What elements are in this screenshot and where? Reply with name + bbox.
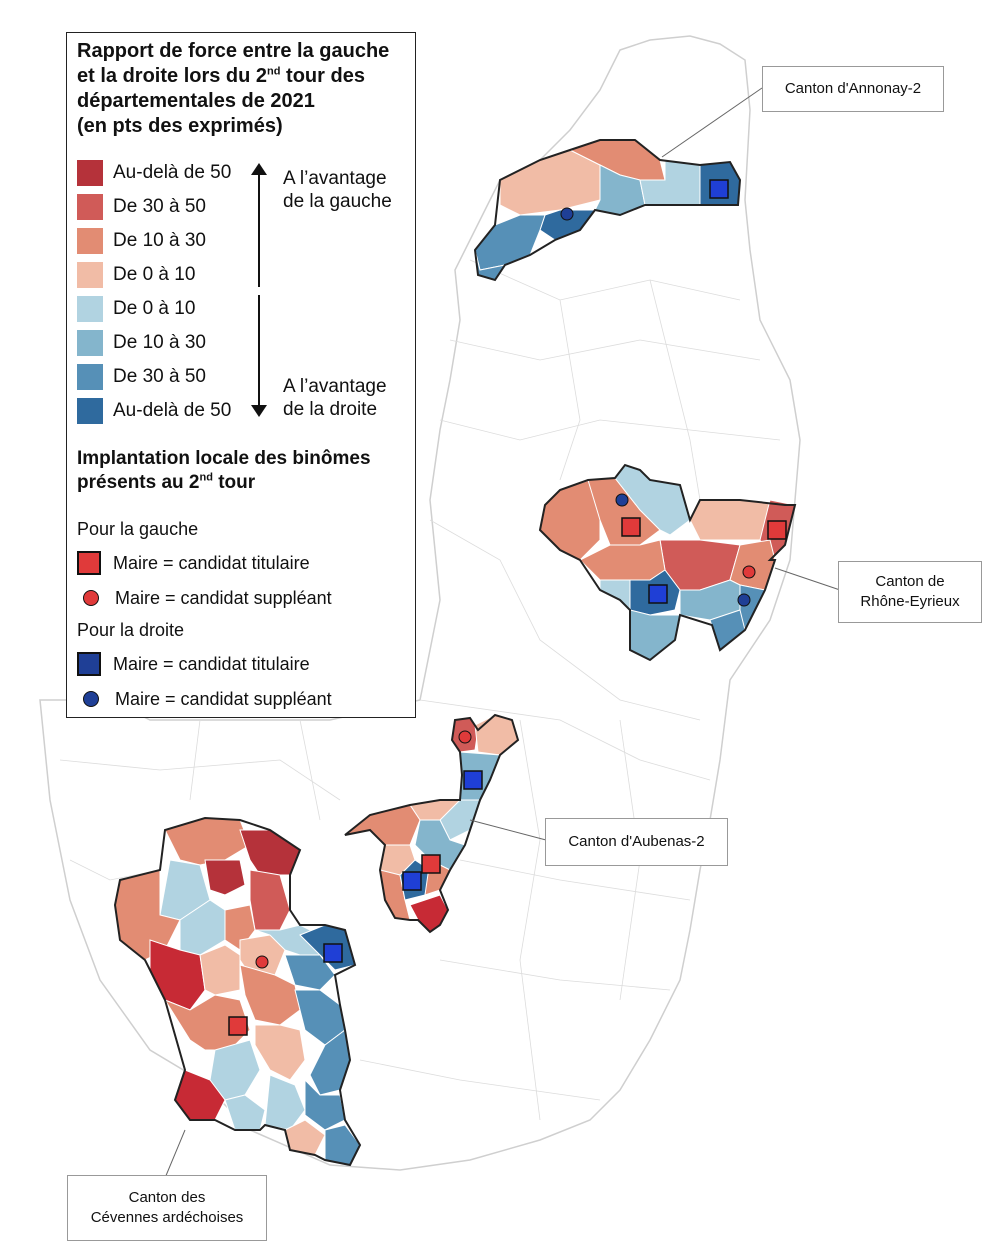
right-group-label: Pour la droite — [77, 620, 185, 640]
legend-left-titular: Maire = candidat titulaire — [77, 549, 310, 577]
marker-right-substitute — [615, 493, 629, 507]
swatch — [77, 194, 103, 220]
marker-left-titular — [767, 520, 787, 540]
swatch — [77, 228, 103, 254]
marker-left-substitute — [255, 955, 269, 969]
legend-class-row: De 0 à 10 — [77, 261, 195, 289]
square-marker-icon — [77, 551, 101, 575]
arrows — [251, 163, 267, 417]
swatch — [77, 296, 103, 322]
circle-marker-icon — [83, 590, 99, 606]
marker-left-substitute — [742, 565, 756, 579]
canton-cevennes-ardechoises — [114, 817, 361, 1166]
legend-title: Rapport de force entre la gauche et la d… — [77, 40, 390, 137]
marker-right-titular — [709, 179, 729, 199]
circle-marker-icon — [83, 691, 99, 707]
square-marker-icon — [77, 652, 101, 676]
legend-class-row: De 30 à 50 — [77, 193, 206, 221]
callout-leaders — [164, 87, 841, 1179]
legend-left-substitute: Maire = candidat suppléant — [77, 584, 332, 612]
marker-right-titular — [648, 584, 668, 604]
down-arrow-icon — [251, 405, 267, 417]
swatch — [77, 330, 103, 356]
marker-left-titular — [621, 517, 641, 537]
callout-rhone-eyrieux: Canton de Rhône-Eyrieux — [838, 561, 982, 623]
left-advantage-label: A l’avantage de la gauche — [283, 168, 392, 212]
up-arrow-icon — [251, 163, 267, 175]
legend-right-substitute: Maire = candidat suppléant — [77, 685, 332, 713]
legend: Rapport de force entre la gauche et la d… — [66, 32, 416, 718]
canton-aubenas-2-border — [344, 713, 520, 934]
callout-aubenas-2: Canton d'Aubenas-2 — [545, 818, 728, 866]
legend-class-row: De 0 à 10 — [77, 295, 195, 323]
marker-right-titular — [463, 770, 483, 790]
swatch — [77, 398, 103, 424]
legend-class-row: De 10 à 30 — [77, 227, 206, 255]
canton-rhone-eyrieux-border — [538, 463, 797, 662]
canton-annonay-2-border — [473, 139, 742, 282]
legend-section-title: Implantation locale des binômes présents… — [77, 448, 371, 493]
legend-class-row: Au-delà de 50 — [77, 159, 231, 187]
marker-left-titular — [228, 1016, 248, 1036]
swatch — [77, 364, 103, 390]
marker-left-titular — [421, 854, 441, 874]
commune-grid — [59, 259, 781, 1121]
marker-right-titular — [323, 943, 343, 963]
callout-cevennes-ardechoises: Canton des Cévennes ardéchoises — [67, 1175, 267, 1241]
right-advantage-label: A l’avantage de la droite — [283, 376, 387, 420]
marker-right-substitute — [560, 207, 574, 221]
canton-annonay-2 — [474, 139, 741, 281]
left-group-label: Pour la gauche — [77, 519, 199, 539]
marker-right-titular — [402, 871, 422, 891]
marker-right-substitute — [737, 593, 751, 607]
swatch — [77, 160, 103, 186]
canton-cevennes-border — [113, 816, 362, 1167]
legend-class-row: De 30 à 50 — [77, 363, 206, 391]
legend-class-row: De 10 à 30 — [77, 329, 206, 357]
swatch — [77, 262, 103, 288]
legend-right-titular: Maire = candidat titulaire — [77, 650, 310, 678]
callout-annonay-2: Canton d'Annonay-2 — [762, 66, 944, 112]
marker-left-substitute — [458, 730, 472, 744]
legend-class-row: Au-delà de 50 — [77, 397, 231, 425]
